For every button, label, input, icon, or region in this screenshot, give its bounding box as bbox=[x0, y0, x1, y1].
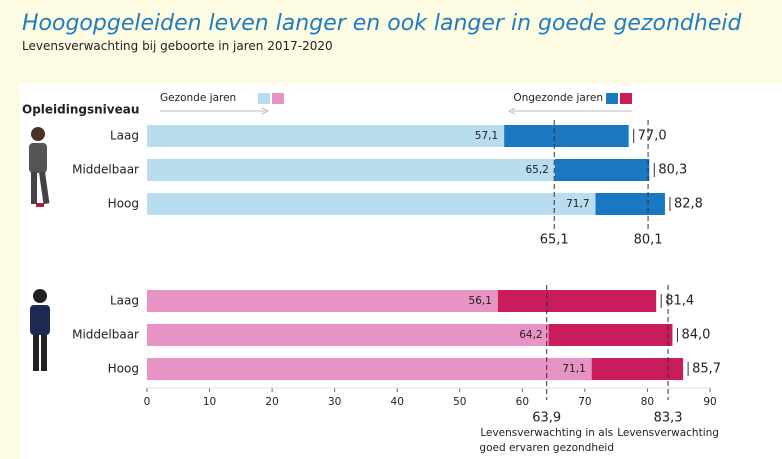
legend-label: Ongezonde jaren bbox=[513, 92, 603, 104]
x-tick-label: 90 bbox=[703, 396, 716, 408]
value-label: 81,4 bbox=[665, 294, 694, 309]
annotation: Levensverwachting bbox=[617, 427, 719, 439]
x-tick-label: 10 bbox=[203, 396, 216, 408]
value-label: 82,8 bbox=[674, 197, 703, 212]
annotation: Levensverwachting in als bbox=[480, 427, 613, 439]
legend-arrow bbox=[507, 107, 516, 115]
value-label: 65,2 bbox=[525, 164, 548, 176]
annotation: goed ervaren gezondheid bbox=[479, 442, 614, 454]
value-label: 85,7 bbox=[692, 362, 721, 377]
chart-subtitle: Levensverwachting bij geboorte in jaren … bbox=[22, 39, 333, 53]
value-label: 57,1 bbox=[475, 130, 498, 142]
value-label: 64,2 bbox=[519, 329, 542, 341]
legend-swatch bbox=[258, 93, 270, 104]
value-label: 71,1 bbox=[562, 363, 585, 375]
y-axis-label: Opleidingsniveau bbox=[22, 103, 139, 117]
bar bbox=[147, 290, 498, 312]
man-icon bbox=[29, 127, 50, 207]
legend-label: Gezonde jaren bbox=[160, 92, 236, 104]
x-tick-label: 50 bbox=[453, 396, 466, 408]
y-tick-label: Laag bbox=[110, 294, 139, 308]
x-tick-label: 70 bbox=[578, 396, 591, 408]
x-tick-label: 30 bbox=[328, 396, 341, 408]
bar bbox=[147, 159, 555, 181]
x-tick-label: 0 bbox=[144, 396, 151, 408]
reference-label: 65,1 bbox=[540, 233, 569, 248]
chart-title: Hoogopgeleiden leven langer en ook lange… bbox=[22, 11, 742, 36]
reference-label: 63,9 bbox=[532, 411, 561, 426]
value-label: 56,1 bbox=[469, 295, 492, 307]
value-label: 84,0 bbox=[681, 328, 710, 343]
reference-label: 83,3 bbox=[654, 411, 683, 426]
x-tick-label: 40 bbox=[391, 396, 404, 408]
y-tick-label: Middelbaar bbox=[72, 328, 139, 342]
legend-swatch bbox=[606, 93, 618, 104]
legend-swatch bbox=[272, 93, 284, 104]
y-tick-label: Hoog bbox=[108, 362, 139, 376]
x-tick-label: 60 bbox=[516, 396, 529, 408]
y-tick-label: Hoog bbox=[108, 197, 139, 211]
bar bbox=[147, 324, 549, 346]
woman-icon bbox=[30, 289, 50, 371]
value-label: 77,0 bbox=[638, 129, 667, 144]
x-tick-label: 20 bbox=[265, 396, 278, 408]
y-tick-label: Laag bbox=[110, 129, 139, 143]
x-tick-label: 80 bbox=[641, 396, 654, 408]
value-label: 71,7 bbox=[566, 198, 589, 210]
reference-label: 80,1 bbox=[634, 233, 663, 248]
y-tick-label: Middelbaar bbox=[72, 163, 139, 177]
value-label: 80,3 bbox=[658, 163, 687, 178]
bar bbox=[147, 193, 596, 215]
legend-arrow bbox=[261, 107, 270, 115]
bar bbox=[147, 125, 505, 147]
legend-swatch bbox=[620, 93, 632, 104]
bar bbox=[147, 358, 592, 380]
